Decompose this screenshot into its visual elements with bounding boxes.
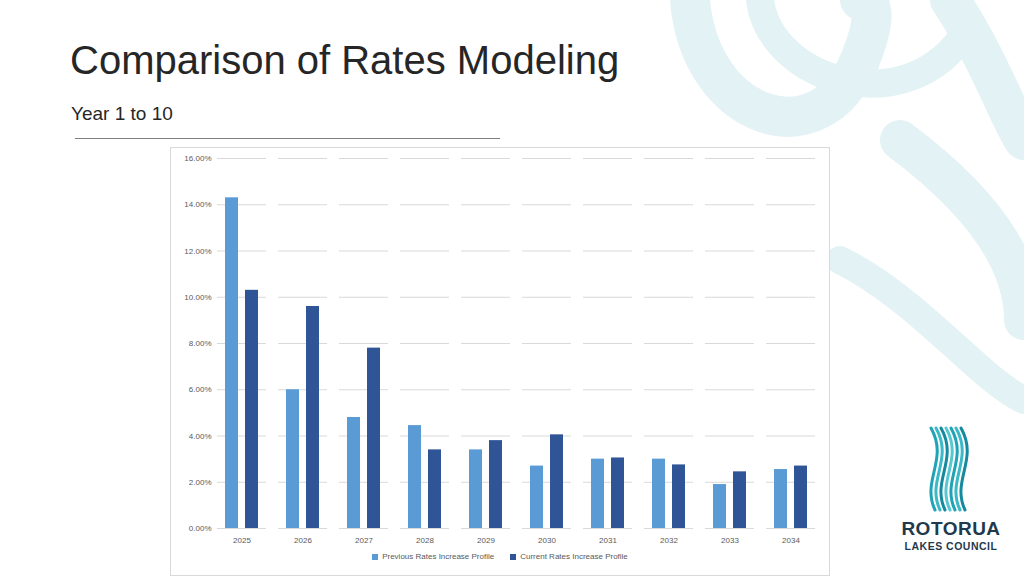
svg-text:2033: 2033 (721, 536, 739, 545)
svg-text:2034: 2034 (782, 536, 800, 545)
svg-text:16.00%: 16.00% (184, 154, 211, 163)
svg-text:0.00%: 0.00% (189, 524, 212, 533)
svg-text:2031: 2031 (599, 536, 617, 545)
html-text:Year 1 to 10: Year 1 to 10 (71, 103, 173, 124)
svg-text:2025: 2025 (233, 536, 251, 545)
html-text:Comparison of Rates Modeling: Comparison of Rates Modeling (70, 38, 620, 82)
svg-text:2032: 2032 (660, 536, 678, 545)
svg-text:2.00%: 2.00% (189, 478, 212, 487)
html-text:ROTORUA: ROTORUA (901, 518, 1001, 539)
svg-text:8.00%: 8.00% (189, 339, 212, 348)
svg-text:2026: 2026 (294, 536, 312, 545)
svg-text:14.00%: 14.00% (184, 200, 211, 209)
svg-text:10.00%: 10.00% (184, 293, 211, 302)
html-text:Previous Rates Increase Profil: Previous Rates Increase Profile (382, 552, 495, 561)
html-text:LAKES COUNCIL: LAKES COUNCIL (904, 540, 998, 552)
svg-text:2028: 2028 (416, 536, 434, 545)
svg-text:2030: 2030 (538, 536, 556, 545)
svg-text:6.00%: 6.00% (189, 385, 212, 394)
svg-text:4.00%: 4.00% (189, 432, 212, 441)
svg-text:2029: 2029 (477, 536, 495, 545)
svg-text:12.00%: 12.00% (184, 247, 211, 256)
html-text:Current Rates Increase Profile: Current Rates Increase Profile (520, 552, 628, 561)
svg-text:2027: 2027 (355, 536, 373, 545)
